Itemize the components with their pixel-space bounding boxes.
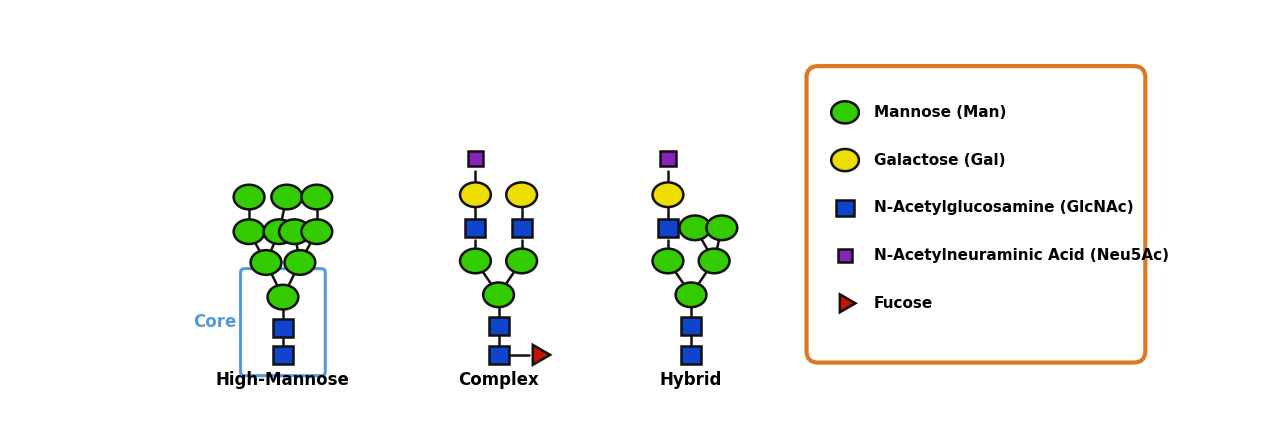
Text: Hybrid: Hybrid [659,371,722,389]
Ellipse shape [268,285,299,309]
Text: N-Acetylneuraminic Acid (Neu5Ac): N-Acetylneuraminic Acid (Neu5Ac) [874,248,1169,263]
Ellipse shape [264,219,295,244]
FancyBboxPatch shape [681,346,701,364]
Ellipse shape [653,183,684,207]
Ellipse shape [461,248,491,273]
Ellipse shape [507,183,538,207]
FancyBboxPatch shape [273,346,293,364]
Ellipse shape [302,219,332,244]
Ellipse shape [461,183,491,207]
FancyBboxPatch shape [807,66,1146,362]
Text: N-Acetylglucosamine (GlcNAc): N-Acetylglucosamine (GlcNAc) [874,200,1133,215]
FancyBboxPatch shape [489,346,508,364]
Ellipse shape [831,101,858,123]
Ellipse shape [280,219,310,244]
Text: Mannose (Man): Mannose (Man) [874,105,1006,120]
Ellipse shape [676,282,707,307]
Ellipse shape [484,282,514,307]
Text: Complex: Complex [458,371,539,389]
Ellipse shape [234,185,264,210]
Text: Galactose (Gal): Galactose (Gal) [874,152,1005,168]
Ellipse shape [507,248,538,273]
Ellipse shape [653,248,684,273]
Ellipse shape [285,250,316,275]
FancyBboxPatch shape [489,316,508,335]
Text: High-Mannose: High-Mannose [216,371,350,389]
FancyBboxPatch shape [512,219,531,237]
Text: Fucose: Fucose [874,296,933,311]
Ellipse shape [831,149,858,171]
FancyBboxPatch shape [466,219,485,237]
Text: Core: Core [194,313,237,331]
FancyBboxPatch shape [837,200,854,216]
FancyBboxPatch shape [658,219,677,237]
Ellipse shape [234,219,264,244]
Ellipse shape [699,248,730,273]
Ellipse shape [272,185,303,210]
Ellipse shape [302,185,332,210]
FancyBboxPatch shape [273,319,293,337]
Ellipse shape [707,216,738,240]
Ellipse shape [250,250,281,275]
Ellipse shape [680,216,711,240]
FancyBboxPatch shape [681,316,701,335]
